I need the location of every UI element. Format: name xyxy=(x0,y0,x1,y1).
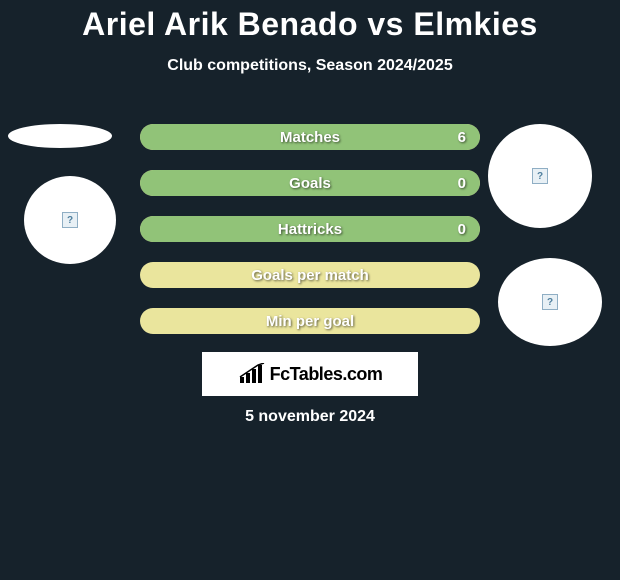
stat-bar-goals-per-match: Goals per match xyxy=(140,262,480,288)
stat-bar-label: Goals xyxy=(140,170,480,196)
stat-bar-value: 0 xyxy=(458,170,466,196)
stat-bar-min-per-goal: Min per goal xyxy=(140,308,480,334)
stat-bar-value: 0 xyxy=(458,216,466,242)
stat-bar-matches: Matches 6 xyxy=(140,124,480,150)
page-title: Ariel Arik Benado vs Elmkies xyxy=(0,0,620,43)
stat-bar-label: Min per goal xyxy=(140,308,480,334)
player-photo-placeholder-a xyxy=(8,124,112,148)
stat-bar-value: 6 xyxy=(458,124,466,150)
stat-bar-hattricks: Hattricks 0 xyxy=(140,216,480,242)
page-subtitle: Club competitions, Season 2024/2025 xyxy=(0,57,620,75)
player-photo-placeholder-d: ? xyxy=(498,258,602,346)
player-photo-placeholder-c: ? xyxy=(488,124,592,228)
date-text: 5 november 2024 xyxy=(0,408,620,426)
stat-bar-label: Goals per match xyxy=(140,262,480,288)
brand-watermark: FcTables.com xyxy=(202,352,418,396)
stat-bar-label: Matches xyxy=(140,124,480,150)
placeholder-icon: ? xyxy=(532,168,548,184)
placeholder-icon: ? xyxy=(542,294,558,310)
placeholder-icon: ? xyxy=(62,212,78,228)
stat-bar-label: Hattricks xyxy=(140,216,480,242)
bar-chart-icon xyxy=(238,363,266,385)
stats-bars: Matches 6 Goals 0 Hattricks 0 Goals per … xyxy=(140,124,480,354)
player-photo-placeholder-b: ? xyxy=(24,176,116,264)
stat-bar-goals: Goals 0 xyxy=(140,170,480,196)
brand-text: FcTables.com xyxy=(270,364,383,385)
